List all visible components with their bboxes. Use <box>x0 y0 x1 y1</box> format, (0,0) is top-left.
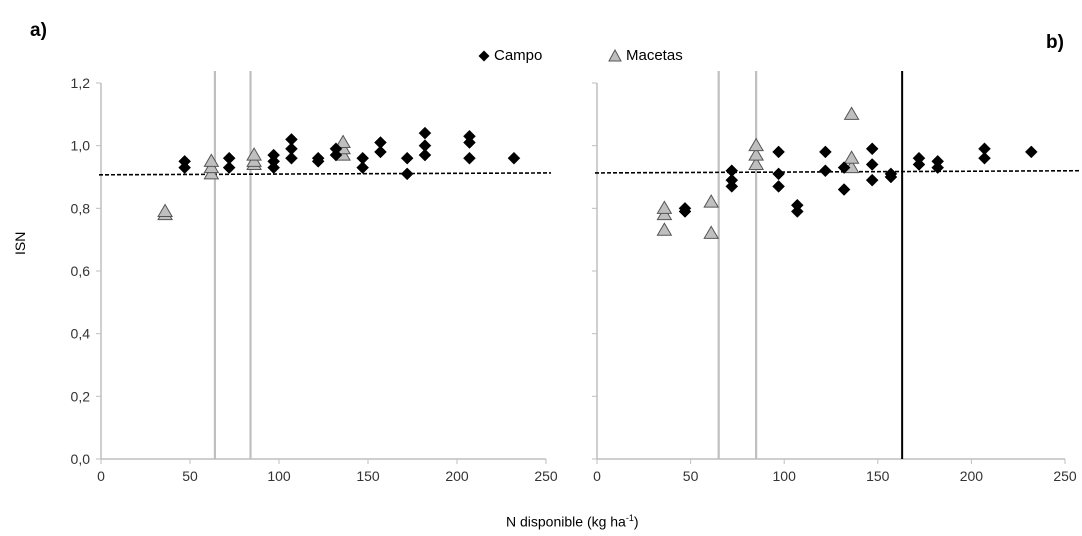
campo-point <box>978 142 991 156</box>
y-axis-label: ISN <box>12 231 28 255</box>
x-tick-label: 0 <box>593 468 601 484</box>
legend-label-campo: Campo <box>494 47 543 64</box>
y-tick-label: 0,0 <box>71 451 91 467</box>
panel-b-plot: 0 50 100 150 200 250 <box>592 71 1080 484</box>
x-tick-label: 50 <box>683 468 699 484</box>
panel-a-plot: 0 50 100 150 200 250 0,0 0,2 0,4 0,6 0,8 1,0 1,2 <box>71 71 558 484</box>
campo-point <box>790 198 804 212</box>
x-axis-label-superscript: -1 <box>625 513 634 523</box>
x-tick-label: 100 <box>773 468 797 484</box>
x-tick-label: 200 <box>960 468 984 484</box>
campo-point <box>222 151 236 165</box>
campo-point <box>311 151 325 165</box>
macetas-point <box>703 225 720 239</box>
campo-point <box>356 151 370 165</box>
campo-point <box>837 183 851 196</box>
campo-point <box>329 142 343 156</box>
campo-point <box>978 151 991 165</box>
campo-point <box>285 133 298 146</box>
x-tick-label: 250 <box>534 468 558 484</box>
campo-point <box>418 139 432 153</box>
macetas-point <box>203 153 220 167</box>
campo-point <box>418 126 432 140</box>
legend-label-macetas: Macetas <box>626 47 683 64</box>
campo-point <box>1024 145 1038 159</box>
macetas-point <box>246 147 262 161</box>
triangle-icon <box>608 49 622 62</box>
campo-point <box>400 151 414 165</box>
campo-point <box>725 173 739 187</box>
campo-point <box>725 164 739 178</box>
campo-point <box>884 167 898 181</box>
x-tick-label: 150 <box>866 468 890 484</box>
campo-point <box>865 173 879 187</box>
y-tick-label: 0,8 <box>71 200 91 216</box>
campo-point <box>418 148 432 162</box>
y-tick-label: 1,2 <box>71 75 91 91</box>
y-tick-label: 0,6 <box>71 263 91 279</box>
y-tick-label: 1,0 <box>71 138 91 154</box>
campo-point <box>772 180 785 193</box>
macetas-point <box>843 106 860 120</box>
campo-point <box>678 201 692 215</box>
macetas-point <box>703 194 720 208</box>
reference-dashed-line <box>98 172 552 176</box>
x-axis-label: N disponible (kg ha-1) <box>506 513 639 530</box>
macetas-point <box>748 156 764 170</box>
legend-item-macetas: Macetas <box>608 47 683 64</box>
campo-point <box>463 129 476 143</box>
y-tick-label: 0,4 <box>71 326 91 342</box>
campo-point <box>463 151 476 165</box>
macetas-point <box>335 134 351 149</box>
campo-point <box>772 167 785 181</box>
macetas-point <box>656 222 673 236</box>
campo-point <box>400 167 414 181</box>
campo-point <box>267 148 281 162</box>
macetas-point <box>843 150 860 164</box>
x-axis-label-tail: ) <box>633 513 639 530</box>
campo-point <box>178 154 192 168</box>
x-axis-label-main: N disponible (kg ha <box>506 513 626 530</box>
campo-point <box>507 151 521 165</box>
macetas-point <box>748 137 764 152</box>
x-tick-label: 0 <box>97 468 105 484</box>
campo-point <box>374 145 387 159</box>
y-tick-label: 0,2 <box>71 388 91 404</box>
campo-point <box>865 158 879 171</box>
campo-point <box>374 136 387 149</box>
campo-point <box>865 142 879 156</box>
campo-point <box>222 161 236 174</box>
x-tick-label: 250 <box>1053 468 1077 484</box>
macetas-point <box>748 147 764 161</box>
diamond-icon <box>478 50 490 61</box>
macetas-point <box>656 200 673 214</box>
campo-point <box>837 161 851 174</box>
panel-a-label: a) <box>30 20 47 41</box>
legend-item-campo: Campo <box>478 47 542 64</box>
x-tick-label: 200 <box>445 468 469 484</box>
campo-point <box>819 164 832 178</box>
panel-b-label: b) <box>1046 32 1064 53</box>
x-tick-label: 150 <box>356 468 380 484</box>
x-tick-label: 50 <box>182 468 198 484</box>
campo-point <box>772 145 785 159</box>
macetas-point <box>157 203 173 217</box>
campo-point <box>912 151 926 165</box>
campo-point <box>931 154 945 168</box>
campo-point <box>819 145 832 159</box>
campo-point <box>285 151 298 165</box>
campo-point <box>285 142 298 156</box>
reference-dashed-line <box>594 169 1080 174</box>
x-tick-label: 100 <box>267 468 291 484</box>
campo-point <box>356 161 370 174</box>
